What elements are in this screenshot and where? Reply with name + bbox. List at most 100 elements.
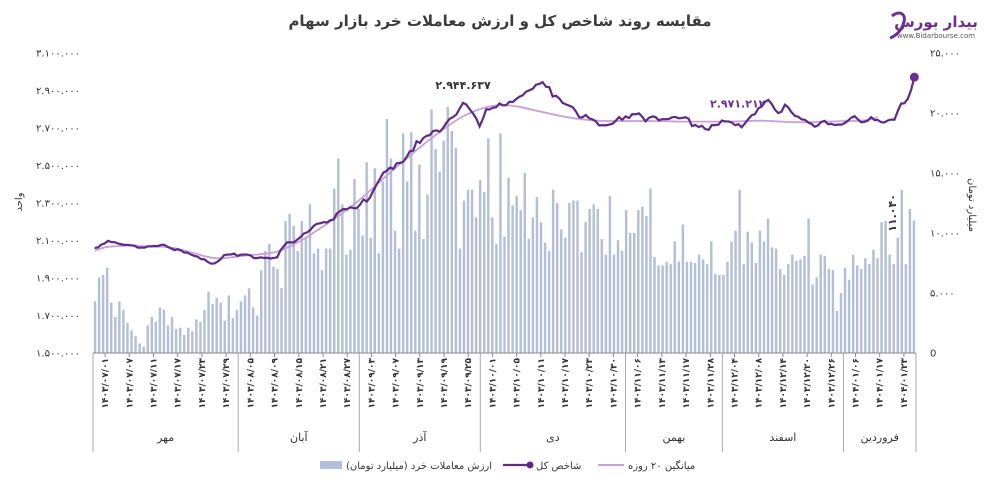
bar	[349, 249, 352, 353]
month-label: مهر	[156, 431, 174, 444]
bar	[105, 267, 109, 353]
bar	[888, 254, 891, 353]
bar	[361, 235, 364, 353]
bar	[426, 194, 429, 353]
bar	[264, 251, 267, 353]
bar	[827, 269, 831, 353]
bar	[227, 295, 231, 353]
bar	[381, 181, 385, 353]
bar	[823, 255, 826, 353]
bar	[568, 203, 571, 353]
bar	[774, 248, 778, 353]
bar	[710, 241, 713, 353]
legend-swatch-bar	[320, 461, 342, 469]
bar	[231, 318, 235, 353]
bar	[803, 255, 806, 353]
bar	[158, 307, 162, 353]
bar	[357, 209, 360, 353]
bar	[187, 327, 190, 353]
x-tick-label: ۱۴۰۳/۰۸/۰۹	[271, 358, 281, 409]
bar	[126, 323, 129, 353]
bar	[730, 241, 733, 353]
bar	[783, 275, 786, 353]
x-tick-label: ۱۴۰۴/۰۱/۲۳	[900, 358, 910, 409]
index-end-marker	[909, 72, 919, 82]
bar	[795, 260, 798, 353]
bar	[762, 241, 766, 353]
x-tick-label: ۱۴۰۳/۱۰/۰۱	[488, 358, 498, 409]
bar	[470, 189, 474, 353]
bar	[665, 261, 668, 353]
x-tick-label: ۱۴۰۳/۰۸/۲۱	[319, 358, 329, 409]
bar	[746, 231, 749, 353]
bar	[272, 266, 275, 353]
x-tick-label: ۱۴۰۳/۱۰/۰۵	[513, 358, 523, 409]
bar	[296, 251, 299, 353]
x-tick-label: ۱۴۰۴/۰۱/۱۷	[876, 358, 886, 409]
bar	[705, 264, 709, 353]
left-axis: ۱.۵۰۰.۰۰۰ ۱.۷۰۰.۰۰۰ ۱.۹۰۰.۰۰۰ ۲.۱۰۰.۰۰۰ ۲.۳۰…	[36, 49, 80, 360]
bar	[693, 263, 697, 353]
index-line	[94, 76, 916, 265]
bar	[912, 220, 916, 353]
bar	[207, 291, 210, 353]
bar	[474, 217, 478, 353]
bar	[584, 222, 587, 353]
left-tick-label: ۱.۵۰۰.۰۰۰	[36, 349, 80, 360]
bar	[689, 261, 693, 353]
bar	[628, 233, 632, 353]
bar	[799, 259, 802, 353]
bar	[770, 247, 774, 353]
x-tick-label: ۱۴۰۳/۰۹/۱۹	[440, 358, 450, 409]
bar	[511, 205, 514, 353]
bar	[807, 218, 810, 353]
bar	[673, 241, 676, 353]
bar	[300, 221, 303, 353]
bar	[170, 317, 174, 353]
bar	[162, 309, 166, 353]
month-labels: مهر آبان آذر دی بهمن اسفند فروردین	[92, 353, 917, 452]
bar	[860, 269, 863, 353]
bar	[900, 189, 904, 353]
bar	[896, 237, 899, 353]
bar	[211, 303, 214, 353]
bar	[624, 210, 628, 353]
bar	[495, 243, 498, 353]
brand-url: www.Bidarbourse.com	[897, 32, 975, 40]
month-label: آذر	[412, 430, 427, 444]
x-tick-label: ۱۴۰۳/۱۲/۰۴	[731, 358, 741, 409]
brand-name: بیدار بورس	[894, 13, 978, 31]
bar	[284, 221, 287, 353]
bar	[191, 331, 194, 353]
bar	[280, 288, 283, 353]
bar	[320, 270, 324, 353]
bar	[454, 147, 458, 353]
legend-index-marker	[526, 461, 534, 469]
bar	[527, 239, 531, 353]
x-tick-label: ۱۴۰۳/۰۷/۱۷	[174, 358, 184, 409]
bar	[778, 269, 782, 353]
bar	[620, 251, 624, 353]
x-tick-label: ۱۴۰۳/۰۹/۰۷	[392, 358, 402, 409]
bar	[166, 325, 170, 353]
x-tick-label: ۱۴۰۳/۰۹/۱۳	[416, 358, 426, 409]
bar	[503, 236, 506, 353]
bar	[401, 133, 405, 353]
bar	[183, 335, 186, 353]
bar	[373, 168, 376, 353]
bar	[547, 251, 551, 353]
left-tick-label: ۲.۹۰۰.۰۰۰	[36, 86, 80, 97]
bar	[507, 177, 510, 353]
x-tick-label: ۱۴۰۳/۰۷/۰۷	[125, 358, 135, 409]
right-tick-label: ۲۵.۰۰۰	[930, 49, 960, 60]
right-tick-label: 0	[930, 349, 936, 360]
bar	[178, 327, 182, 353]
bar	[255, 315, 259, 353]
bar	[718, 275, 721, 353]
x-tick-label: ۱۴۰۳/۰۹/۲۵	[464, 358, 474, 409]
bar	[596, 209, 599, 353]
bar	[616, 240, 620, 353]
right-axis-label: میلیارد تومان	[966, 178, 977, 232]
right-axis: 0 ۵.۰۰۰ ۱۰.۰۰۰ ۱۵.۰۰۰ ۲۰.۰۰۰ ۲۵.۰۰۰	[930, 49, 960, 360]
x-tick-label: ۱۴۰۳/۱۲/۲۰	[803, 358, 813, 409]
